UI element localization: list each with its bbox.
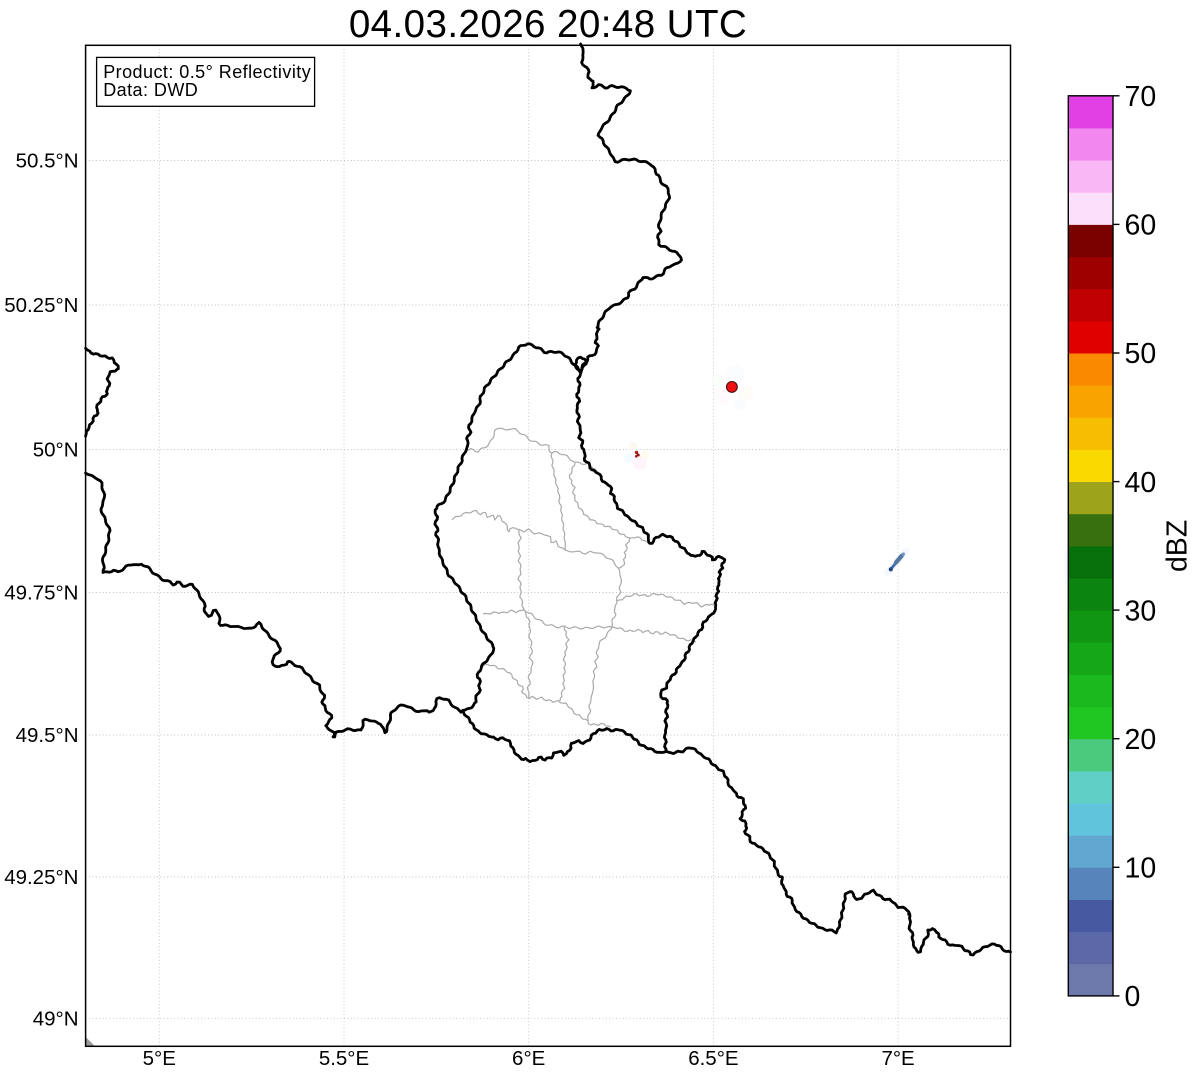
svg-text:50: 50 [1125,338,1157,370]
svg-text:6.5°E: 6.5°E [688,1047,738,1070]
svg-text:0: 0 [1125,981,1141,1013]
svg-text:30: 30 [1125,595,1157,627]
svg-text:60: 60 [1125,210,1157,242]
svg-text:49°N: 49°N [33,1008,79,1031]
svg-text:04.03.2026 20:48 UTC: 04.03.2026 20:48 UTC [349,3,747,46]
svg-text:50°N: 50°N [33,439,79,462]
svg-text:49.5°N: 49.5°N [16,724,79,747]
svg-text:49.25°N: 49.25°N [4,866,78,889]
svg-text:7°E: 7°E [881,1047,914,1070]
svg-text:49.75°N: 49.75°N [4,582,78,605]
svg-text:6°E: 6°E [512,1047,545,1070]
svg-text:Data: DWD: Data: DWD [103,80,198,100]
svg-text:5°E: 5°E [143,1047,176,1070]
svg-text:10: 10 [1125,853,1157,885]
svg-text:20: 20 [1125,724,1157,756]
svg-text:40: 40 [1125,467,1157,499]
svg-text:5.5°E: 5.5°E [319,1047,369,1070]
svg-text:50.5°N: 50.5°N [16,150,79,173]
svg-text:70: 70 [1125,81,1157,113]
svg-text:dBZ: dBZ [1162,520,1194,572]
svg-text:Product: 0.5° Reflectivity: Product: 0.5° Reflectivity [103,62,311,82]
svg-text:50.25°N: 50.25°N [4,294,78,317]
